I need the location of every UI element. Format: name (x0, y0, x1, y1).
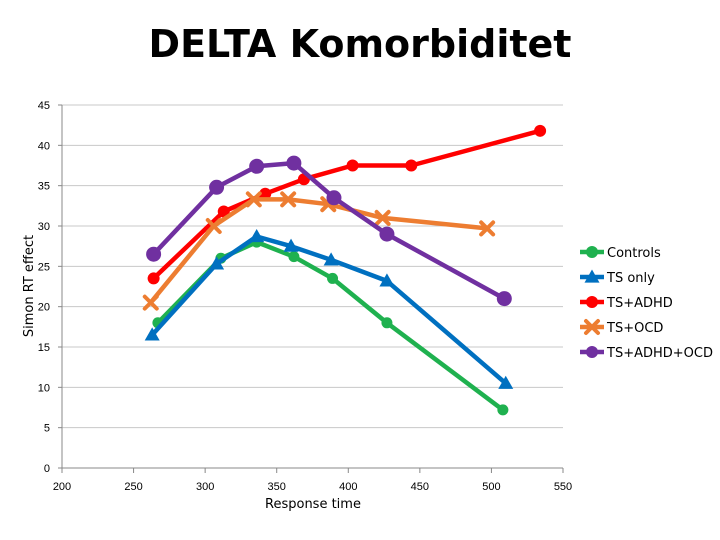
legend-label: TS+OCD (606, 321, 663, 336)
x-tick-label: 350 (268, 481, 286, 493)
legend-label: TS only (606, 271, 655, 286)
y-tick-label: 5 (44, 423, 50, 435)
y-axis-label: Simon RT effect (22, 235, 37, 337)
x-axis-label: Response time (265, 497, 361, 512)
axes: 0 5 10 15 20 25 30 35 40 45 200 250 300 350 400 450 500 5… (38, 100, 572, 493)
data-point (381, 317, 393, 329)
data-point (534, 124, 547, 137)
data-point (249, 158, 265, 174)
data-point (346, 159, 359, 172)
x-tick-label: 400 (339, 481, 357, 493)
series-ts-only (144, 228, 514, 389)
data-point (286, 155, 302, 171)
series-ts-adhd-ocd (146, 155, 512, 307)
x-tick-label: 200 (53, 481, 71, 493)
series-line (148, 197, 488, 305)
data-point (144, 327, 160, 341)
legend-item: TS+OCD (580, 319, 663, 336)
legend: Controls TS only TS+ADHD TS+OCD TS+ADHD+OCD (580, 246, 713, 361)
data-point (205, 218, 222, 234)
legend-item: TS+ADHD (580, 296, 673, 311)
data-point (374, 209, 391, 226)
legend-marker (586, 246, 598, 258)
data-point (249, 228, 265, 243)
y-tick-label: 20 (38, 302, 50, 314)
x-tick-label: 250 (124, 481, 142, 493)
data-point (217, 205, 230, 218)
data-point (288, 251, 300, 263)
legend-marker (584, 269, 600, 283)
legend-label: TS+ADHD+OCD (606, 346, 713, 361)
series-group (142, 124, 547, 416)
y-tick-label: 30 (38, 221, 50, 233)
data-point (379, 226, 395, 242)
x-tick-label: 500 (482, 481, 500, 493)
x-tick-label: 300 (196, 481, 214, 493)
data-point (326, 190, 342, 206)
data-point (479, 220, 496, 237)
data-point (323, 252, 339, 266)
legend-label: TS+ADHD (606, 296, 673, 311)
data-point (283, 238, 299, 252)
data-point (245, 191, 262, 208)
series-ts-adhd (147, 124, 547, 285)
data-point (280, 191, 297, 208)
data-point (327, 272, 339, 284)
legend-marker (586, 346, 598, 358)
data-point (498, 375, 514, 389)
y-tick-label: 25 (38, 261, 50, 273)
data-point (497, 404, 509, 416)
data-point (496, 291, 512, 307)
legend-marker (586, 296, 598, 308)
chart-title: DELTA Komorbiditet (148, 22, 572, 66)
data-point (259, 187, 272, 200)
data-point (142, 294, 159, 311)
y-tick-label: 15 (38, 342, 50, 354)
data-point (146, 246, 162, 262)
data-point (209, 179, 225, 195)
legend-label: Controls (607, 246, 661, 261)
legend-item: Controls (580, 246, 661, 261)
y-tick-label: 0 (44, 463, 50, 475)
x-tick-label: 550 (554, 481, 572, 493)
legend-item: TS only (580, 269, 655, 286)
y-tick-label: 35 (38, 181, 50, 193)
data-point (209, 256, 225, 270)
y-tick-label: 40 (38, 140, 50, 152)
data-point (405, 159, 418, 172)
x-tick-label: 450 (411, 481, 429, 493)
legend-marker (584, 319, 600, 335)
data-point (147, 272, 160, 285)
y-tick-label: 45 (38, 100, 50, 112)
data-point (379, 273, 395, 287)
legend-item: TS+ADHD+OCD (580, 346, 713, 361)
y-tick-label: 10 (38, 382, 50, 394)
